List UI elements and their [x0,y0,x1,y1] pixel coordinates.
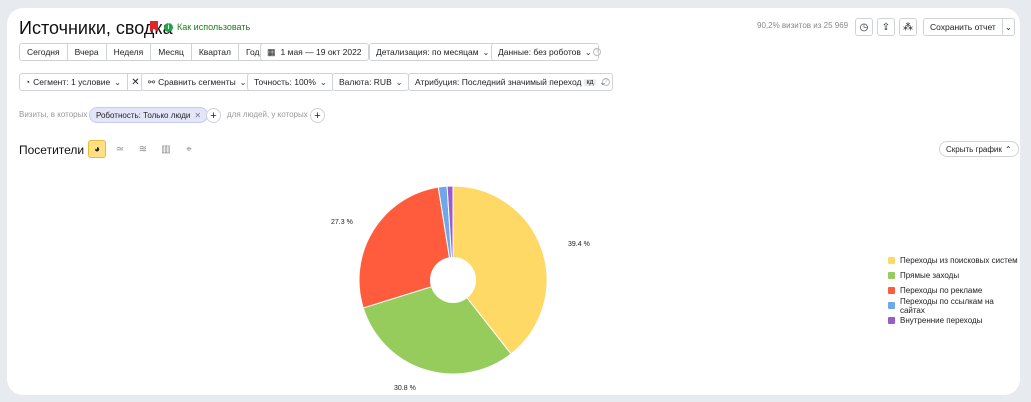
clock-icon: ◷ [859,21,869,33]
legend-item[interactable]: Внутренние переходы [888,313,1020,328]
chevron-down-icon: ⌄ [319,77,327,87]
legend-swatch [888,257,895,264]
period-year[interactable]: Год [245,47,260,57]
legend-item[interactable]: Переходы по ссылкам на сайтах [888,296,1020,315]
page-title: Источники, сводка [19,18,173,38]
legend-swatch [888,272,895,279]
attribution-dropdown[interactable]: Атрибуция: Последний значимый переход кд… [408,73,614,91]
how-to-use-label: Как использовать [177,22,251,32]
compare-label: Сравнить сегменты [158,77,236,87]
bar-chart-icon: ▥ [161,143,171,155]
date-range-label: 1 мая — 19 окт 2022 [280,47,362,57]
chevron-down-icon: ⌄ [239,77,247,87]
period-yesterday[interactable]: Вчера [68,44,107,60]
map-view-button[interactable]: ⌖ [180,140,198,158]
slice-label-search: 39.4 % [568,241,590,248]
legend-swatch [888,302,895,309]
legend-item[interactable]: Переходы по рекламе [888,283,1020,298]
bookmark-icon[interactable] [150,21,158,32]
hide-chart-label: Скрыть график [946,144,1002,154]
line-chart-view-button[interactable]: ≃ [111,140,129,158]
how-to-use-link[interactable]: i Как использовать [164,22,250,32]
calendar-icon: ▦ [267,46,276,57]
section-title: Посетители [19,143,85,157]
info-icon: i [164,22,173,32]
help-icon[interactable]: ? [602,78,610,86]
legend-label: Переходы по рекламе [900,286,983,295]
save-report-button[interactable]: Сохранить отчет ⌄ [923,18,1015,36]
detail-dropdown[interactable]: Детализация: по месяцам ⌄ [369,43,497,61]
pie-chart [358,185,548,375]
save-report-label: Сохранить отчет [930,22,996,32]
close-icon[interactable]: ✕ [126,74,143,90]
report-page: Источники, сводка i Как использовать 90,… [7,8,1020,395]
date-range-button[interactable]: ▦ 1 мая — 19 окт 2022 [260,43,369,61]
period-today[interactable]: Сегодня [20,44,68,60]
hide-chart-button[interactable]: Скрыть график ⌃ [939,141,1019,157]
legend-label: Внутренние переходы [900,316,983,325]
bar-chart-view-button[interactable]: ▥ [157,140,175,158]
segment-icon: ◔ [25,77,31,87]
add-people-condition-button[interactable]: + [310,108,325,123]
history-button[interactable]: ◷ [855,18,873,36]
pie-slice-ads[interactable] [358,186,454,309]
help-icon[interactable]: ? [593,48,601,56]
plus-icon: + [210,109,217,122]
attribution-label: Атрибуция: Последний значимый переход [415,77,582,87]
legend-swatch [888,287,895,294]
chevron-down-icon: ⌄ [584,47,592,57]
slice-label-ads: 27.3 % [331,219,353,226]
chevron-down-icon[interactable]: ⌄ [1001,19,1014,35]
chevron-down-icon: ⌄ [482,47,490,57]
compare-icon: ⚯ [148,76,156,87]
chart-legend: Переходы из поисковых систем Прямые захо… [888,253,1020,328]
period-quarter[interactable]: Квартал [192,44,239,60]
robot-filter-chip[interactable]: Роботность: Только люди ✕ [89,107,209,123]
chevron-down-icon: ⌄ [114,77,121,87]
segment-label: Сегмент: 1 условие [33,77,111,87]
line-chart-icon: ≃ [115,143,125,155]
puzzle-icon: ⁂ [903,21,913,33]
detail-label: Детализация: по месяцам [376,47,479,57]
slice-label-direct: 30.8 % [394,385,416,392]
legend-swatch [888,317,895,324]
visits-condition-label: Визиты, в которых [19,110,88,119]
legend-label: Прямые заходы [900,271,960,280]
period-selector: Сегодня Вчера Неделя Месяц Квартал Год [19,43,268,61]
api-button[interactable]: ⁂ [899,18,917,36]
close-icon[interactable]: ✕ [194,110,202,120]
share-icon: ⇪ [881,21,891,33]
currency-label: Валюта: RUB [339,77,392,87]
compare-segments-dropdown[interactable]: ⚯ Сравнить сегменты ⌄ [141,73,254,91]
plus-icon: + [314,109,321,122]
legend-label: Переходы по ссылкам на сайтах [899,296,994,315]
accuracy-label: Точность: 100% [254,77,316,87]
add-visit-condition-button[interactable]: + [206,108,221,123]
legend-item[interactable]: Переходы из поисковых систем [888,253,1020,268]
data-mode-dropdown[interactable]: Данные: без роботов ⌄ [491,43,599,61]
area-chart-view-button[interactable]: ≋ [134,140,152,158]
robot-filter-label: Роботность: Только люди [96,110,191,120]
visits-info: 90,2% визитов из 25 969 [757,21,849,30]
period-month[interactable]: Месяц [151,44,192,60]
pie-slice-internal[interactable] [446,185,454,281]
export-button[interactable]: ⇪ [877,18,895,36]
donut-hole [430,257,476,303]
legend-item[interactable]: Прямые заходы [888,268,1020,283]
map-pin-icon: ⌖ [186,143,192,155]
chevron-up-icon: ⌃ [1004,144,1012,154]
segment-dropdown[interactable]: ◔ Сегмент: 1 условие ⌄ ✕ [19,73,144,91]
attribution-badge: кд [584,78,596,86]
pie-slice-direct[interactable] [362,279,512,375]
legend-label: Переходы из поисковых систем [900,256,1018,265]
pie-chart-icon: ◕ [93,143,101,155]
chevron-down-icon: ⌄ [395,77,403,87]
pie-chart-view-button[interactable]: ◕ [88,140,106,158]
people-condition-label: для людей, у которых [227,110,308,119]
area-chart-icon: ≋ [138,143,148,155]
data-mode-label: Данные: без роботов [498,47,581,57]
period-week[interactable]: Неделя [107,44,152,60]
pie-slice-search[interactable] [452,185,548,355]
